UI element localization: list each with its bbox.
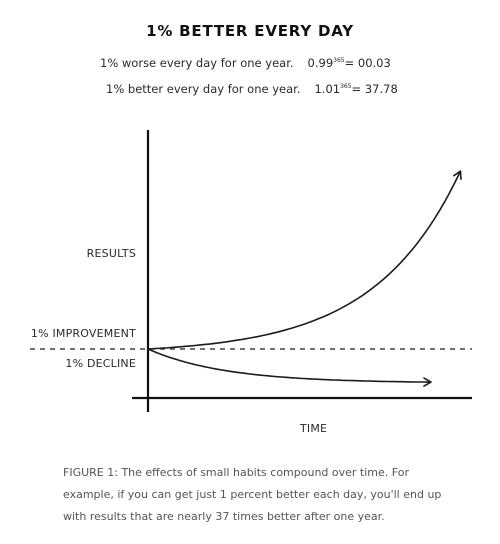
- equation-worse-result: = 00.03: [344, 56, 391, 70]
- equation-better: 1% better every day for one year. 1.01365…: [106, 82, 398, 96]
- improvement-series-label: 1% IMPROVEMENT: [30, 327, 136, 340]
- decline-series-label: 1% DECLINE: [65, 357, 136, 370]
- equation-better-base: 1.01: [314, 82, 341, 96]
- equation-worse: 1% worse every day for one year. 0.99365=…: [100, 56, 391, 70]
- x-axis-label: TIME: [300, 422, 328, 435]
- equation-better-exponent: 365: [340, 83, 352, 90]
- y-axis-label: RESULTS: [86, 247, 136, 260]
- equation-worse-label: 1% worse every day for one year.: [100, 56, 294, 70]
- improvement-series-line: [147, 170, 462, 350]
- equation-better-label: 1% better every day for one year.: [106, 82, 301, 96]
- equation-worse-base: 0.99: [307, 56, 334, 70]
- figure-caption: FIGURE 1: The effects of small habits co…: [63, 466, 442, 523]
- equation-worse-exponent: 365: [333, 57, 345, 64]
- decline-series-line: [147, 348, 432, 387]
- equation-better-result: = 37.78: [351, 82, 398, 96]
- chart-title: 1% BETTER EVERY DAY: [146, 22, 354, 40]
